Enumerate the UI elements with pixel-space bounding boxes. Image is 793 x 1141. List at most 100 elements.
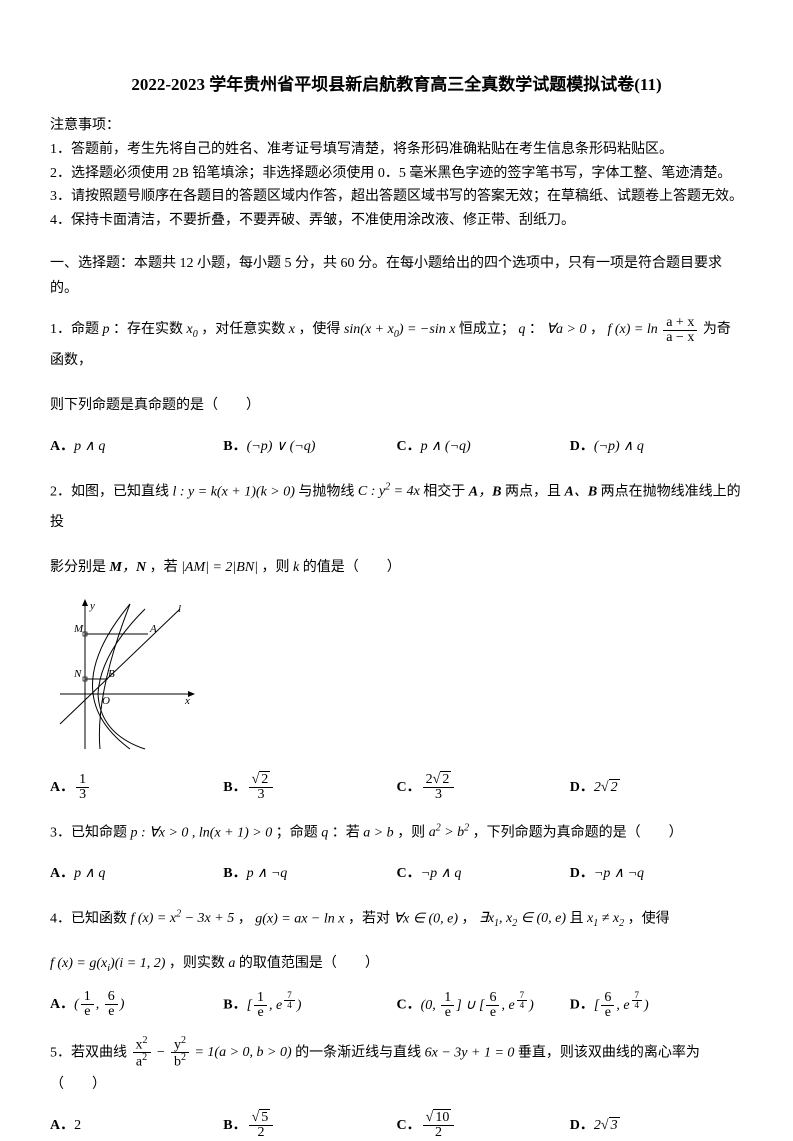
- q3-a2b2: a2 > b2: [429, 825, 469, 840]
- q2-b8: 的值是（ ）: [303, 560, 401, 575]
- q2-B-label: B．: [223, 780, 246, 795]
- q3-A-math: p ∧ q: [74, 866, 105, 881]
- q3-b2: ：若: [332, 825, 364, 840]
- q2-AB: A，B: [469, 484, 502, 499]
- q1-q: q: [518, 322, 525, 337]
- q3-optB: B．p ∧ ¬q: [223, 859, 396, 890]
- q4-fx: f (x) = x2 − 3x + 5: [131, 911, 235, 926]
- q2-b5: 影分别是: [50, 560, 110, 575]
- q1-fx: f (x) = ln a + xa − x: [607, 322, 699, 337]
- q5-optA: A．2: [50, 1111, 223, 1141]
- q3-optC: C．¬p ∧ q: [397, 859, 570, 890]
- q5-A-label: A．: [50, 1118, 74, 1133]
- question-2: 2．如图，已知直线 l : y = k(x + 1)(k > 0) 与抛物线 C…: [50, 477, 743, 539]
- q3-optD: D．¬p ∧ ¬q: [570, 859, 743, 890]
- q3-p: p : ∀x > 0 , ln(x + 1) > 0: [131, 825, 273, 840]
- q4-a: a: [228, 956, 235, 971]
- q2-C-label: C．: [397, 780, 421, 795]
- q3-D-math: ¬p ∧ ¬q: [594, 866, 644, 881]
- q4-forall: ∀x ∈ (0, e): [393, 911, 458, 926]
- fig-l: l: [178, 603, 181, 615]
- q5-D-math: 2√3: [594, 1117, 620, 1133]
- q5-optB: B．√52: [223, 1111, 396, 1141]
- q1-b4: 恒成立；: [459, 322, 515, 337]
- q5-A-val: 2: [74, 1118, 81, 1133]
- section-1-header: 一、选择题：本题共 12 小题，每小题 5 分，共 60 分。在每小题给出的四个…: [50, 251, 743, 301]
- q1-D-math: (¬p) ∧ q: [594, 439, 644, 454]
- q2-options: A．13 B．√23 C．2√23 D．2√2: [50, 773, 743, 804]
- notice-1: 1．答题前，考生先将自己的姓名、准考证号填写清楚，将条形码准确粘贴在考生信息条形…: [50, 138, 743, 162]
- q5-b1: 的一条渐近线与直线: [295, 1045, 425, 1060]
- q4-optB: B．[1e, e74): [223, 990, 396, 1021]
- q4-gx: g(x) = ax − ln x: [255, 911, 344, 926]
- q5-C-label: C．: [397, 1118, 421, 1133]
- q4-b1: ，: [238, 911, 252, 926]
- q4-D-label: D．: [570, 998, 594, 1013]
- q2-b1: 与抛物线: [298, 484, 358, 499]
- q2-optC: C．2√23: [397, 773, 570, 804]
- q4-A-math: (1e, 6e): [74, 997, 124, 1012]
- q1-optC: C．p ∧ (¬q): [397, 432, 570, 463]
- q3-options: A．p ∧ q B．p ∧ ¬q C．¬p ∧ q D．¬p ∧ ¬q: [50, 859, 743, 890]
- q4-b6: ，则实数: [169, 956, 229, 971]
- q2-b3: 两点，且: [505, 484, 565, 499]
- q5-prefix: 5．若双曲线: [50, 1045, 131, 1060]
- q4-prefix: 4．已知函数: [50, 911, 131, 926]
- q1-A-label: A．: [50, 439, 74, 454]
- q2-MN: M，N: [110, 560, 147, 575]
- fig-B: B: [108, 668, 115, 680]
- parabola-figure: M A N B O x y l: [50, 594, 200, 754]
- fig-N: N: [73, 668, 82, 680]
- q3-q: q: [321, 825, 328, 840]
- q1-p: p: [103, 322, 110, 337]
- q1-b1: ：存在实数: [113, 322, 187, 337]
- question-3: 3．已知命题 p : ∀x > 0 , ln(x + 1) > 0 ；命题 q …: [50, 818, 743, 849]
- q1-C-label: C．: [397, 439, 421, 454]
- q2-AB2: A、B: [564, 484, 597, 499]
- q4-b4: 且: [570, 911, 588, 926]
- q4-C-label: C．: [397, 998, 421, 1013]
- q4-b5: ，使得: [628, 911, 670, 926]
- q2-k: k: [293, 560, 299, 575]
- fig-M: M: [73, 623, 84, 635]
- question-4b: f (x) = g(xi)(i = 1, 2) ，则实数 a 的取值范围是（ ）: [50, 949, 743, 980]
- q1-x: x: [289, 322, 295, 337]
- q4-b2: ，若对: [348, 911, 394, 926]
- exam-title: 2022-2023 学年贵州省平坝县新启航教育高三全真数学试题模拟试卷(11): [50, 70, 743, 101]
- q2-figure: M A N B O x y l: [50, 594, 743, 763]
- q5-optD: D．2√3: [570, 1111, 743, 1141]
- fig-y: y: [89, 600, 95, 612]
- notice-3: 3．请按照题号顺序在各题目的答题区域内作答，超出答题区域书写的答案无效；在草稿纸…: [50, 185, 743, 209]
- q1-D-label: D．: [570, 439, 594, 454]
- q4-optD: D．[6e, e74): [570, 990, 743, 1021]
- q1-C-math: p ∧ (¬q): [421, 439, 471, 454]
- q4-b3: ，: [461, 911, 475, 926]
- q3-b4: ，下列命题为真命题的是（ ）: [473, 825, 683, 840]
- question-2b: 影分别是 M，N ，若 |AM| = 2|BN| ，则 k 的值是（ ）: [50, 553, 743, 584]
- q1-eq1: sin(x + x0) = −sin x: [344, 322, 455, 337]
- q1-optB: B．(¬p) ∨ (¬q): [223, 432, 396, 463]
- notice-2: 2．选择题必须使用 2B 铅笔填涂；非选择题必须使用 0．5 毫米黑色字迹的签字…: [50, 162, 743, 186]
- fig-O: O: [102, 695, 110, 707]
- q5-optC: C．√102: [397, 1111, 570, 1141]
- q5-D-label: D．: [570, 1118, 594, 1133]
- q2-D-label: D．: [570, 780, 594, 795]
- q2-parab: C : y2 = 4x: [358, 484, 420, 499]
- q5-options: A．2 B．√52 C．√102 D．2√3: [50, 1111, 743, 1141]
- q3-b1: ；命题: [276, 825, 322, 840]
- q1-B-math: (¬p) ∨ (¬q): [247, 439, 316, 454]
- q2-D-math: 2√2: [594, 779, 620, 795]
- q4-B-label: B．: [223, 998, 246, 1013]
- q1-b2: ，对任意实数: [201, 322, 289, 337]
- q2-cond: |AM| = 2|BN|: [181, 560, 258, 575]
- q1-x0: x0: [187, 322, 198, 337]
- q1-b5: ：: [529, 322, 543, 337]
- q4-optC: C．(0, 1e] ∪ [6e, e74): [397, 990, 570, 1021]
- q2-b6: ，若: [150, 560, 182, 575]
- q4-C-math: (0, 1e] ∪ [6e, e74): [421, 998, 534, 1013]
- q2-optD: D．2√2: [570, 773, 743, 804]
- q1-optA: A．p ∧ q: [50, 432, 223, 463]
- q2-A-math: 13: [76, 773, 89, 802]
- q2-A-label: A．: [50, 780, 74, 795]
- q2-optA: A．13: [50, 773, 223, 804]
